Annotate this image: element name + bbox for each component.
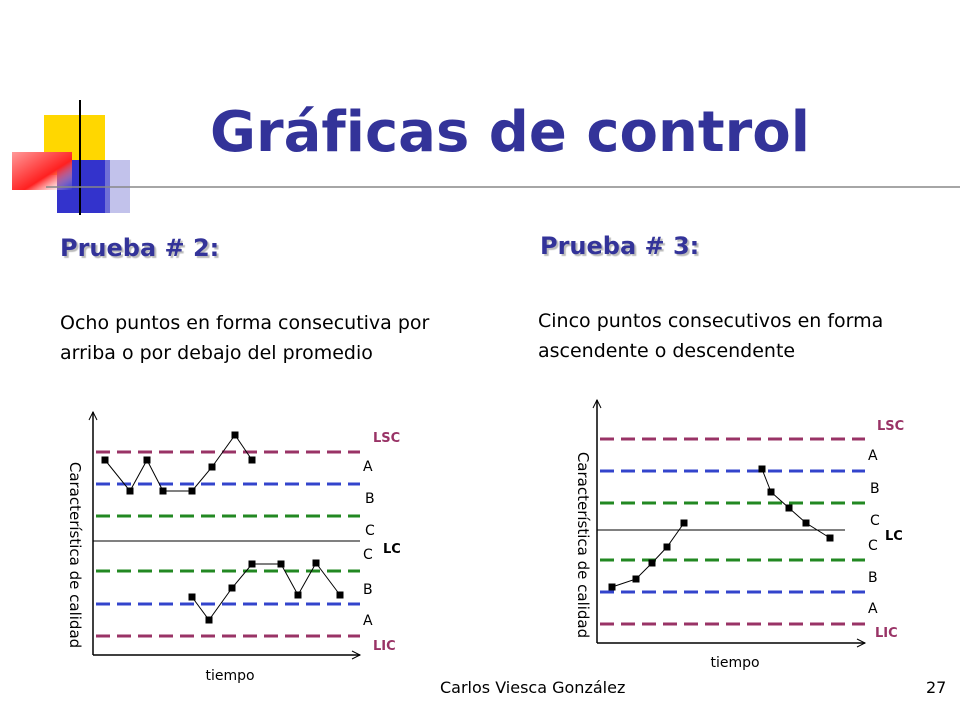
x-axis-label: tiempo [710, 655, 759, 671]
axis-arrow [592, 398, 602, 409]
zone-label: B [365, 491, 375, 507]
point [680, 519, 688, 527]
point [802, 519, 810, 527]
zone-label: C [365, 523, 375, 539]
point [143, 456, 151, 464]
point [336, 591, 344, 599]
point [758, 465, 766, 473]
point [126, 487, 134, 495]
point [294, 591, 302, 599]
point [277, 560, 285, 568]
point [231, 431, 239, 439]
point [188, 487, 196, 495]
zone-label: A [868, 448, 878, 464]
zone-label: C [868, 538, 878, 554]
point [312, 559, 320, 567]
limit-label: LC [885, 529, 903, 544]
point [826, 534, 834, 542]
axis-arrow [88, 410, 98, 421]
point [663, 543, 671, 551]
point [248, 456, 256, 464]
limit-label: LIC [875, 626, 898, 641]
point [208, 463, 216, 471]
point [632, 575, 640, 583]
point [228, 584, 236, 592]
point [188, 593, 196, 601]
panel-heading: Prueba # 2: [60, 234, 220, 262]
panel-description: Cinco puntos consecutivos en forma ascen… [538, 310, 884, 362]
axis-arrow [856, 638, 867, 648]
trend-line [191, 562, 341, 621]
point [608, 583, 616, 591]
limit-label: LIC [373, 639, 396, 654]
axis-arrow [351, 650, 362, 660]
point [767, 488, 775, 496]
trend-line [104, 434, 253, 492]
slide-title: Gráficas de control [210, 100, 810, 165]
zone-label: B [363, 582, 373, 598]
limit-label: LSC [373, 431, 400, 446]
zone-label: B [868, 570, 878, 586]
point [248, 560, 256, 568]
panel-heading: Prueba # 3: [540, 232, 700, 260]
limit-label: LSC [877, 419, 904, 434]
y-axis-label: Característica de calidad [574, 452, 592, 638]
zone-label: A [363, 613, 373, 629]
zone-label: B [870, 481, 880, 497]
limit-label: LC [383, 542, 401, 557]
zone-label: C [870, 513, 880, 529]
footer-author: Carlos Viesca González [440, 678, 626, 697]
zone-label: A [363, 459, 373, 475]
x-axis-label: tiempo [205, 668, 254, 684]
zone-label: C [363, 547, 373, 563]
y-axis-label: Característica de calidad [66, 462, 84, 648]
panel-description: Ocho puntos en forma consecutiva por arr… [60, 312, 430, 364]
point [648, 559, 656, 567]
page-number: 27 [926, 678, 947, 697]
point [205, 616, 213, 624]
point [785, 504, 793, 512]
zone-label: A [868, 601, 878, 617]
trend-line [611, 522, 685, 588]
point [101, 456, 109, 464]
deco-square [12, 152, 72, 190]
point [159, 487, 167, 495]
